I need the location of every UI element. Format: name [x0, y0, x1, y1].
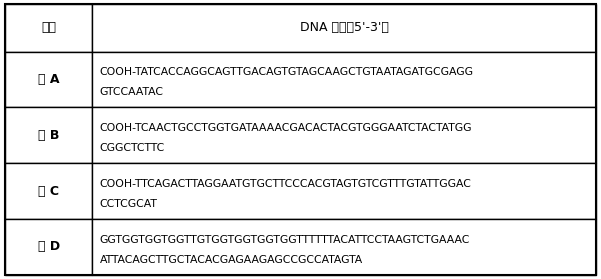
Text: 鈣 C: 鈣 C — [38, 185, 59, 198]
Bar — [93, 219, 596, 275]
Text: COOH-TTCAGACTTAGGAATGTGCTTCCCACGTAGTGTCGTTTGTATTGGAC: COOH-TTCAGACTTAGGAATGTGCTTCCCACGTAGTGTCG… — [100, 179, 471, 189]
Bar — [5, 4, 93, 52]
Text: DNA 序列（5'-3'）: DNA 序列（5'-3'） — [300, 21, 389, 34]
Bar — [5, 52, 93, 107]
Text: GGTGGTGGTGGTTGTGGTGGTGGTGGTTTTTTACATTCCTAAGTCTGAAAC: GGTGGTGGTGGTTGTGGTGGTGGTGGTTTTTTACATTCCT… — [100, 235, 470, 245]
Text: 鈣 A: 鈣 A — [38, 73, 59, 86]
Bar — [5, 107, 93, 163]
Text: COOH-TCAACTGCCTGGTGATAAAACGACACTACGTGGGAATCTACTATGG: COOH-TCAACTGCCTGGTGATAAAACGACACTACGTGGGA… — [100, 123, 472, 133]
Bar — [93, 52, 596, 107]
Text: COOH-TATCACCAGGCAGTTGACAGTGTAGCAAGCTGTAATAGATGCGAGG: COOH-TATCACCAGGCAGTTGACAGTGTAGCAAGCTGTAA… — [100, 67, 474, 77]
Bar — [93, 163, 596, 219]
Bar — [5, 219, 93, 275]
Text: CGGCTCTTC: CGGCTCTTC — [100, 143, 165, 153]
Bar — [5, 163, 93, 219]
Text: GTCCAATAC: GTCCAATAC — [100, 87, 163, 97]
Text: CCTCGCAT: CCTCGCAT — [100, 199, 157, 209]
Bar — [93, 4, 596, 52]
Bar — [93, 107, 596, 163]
Text: 鈣 D: 鈣 D — [37, 240, 59, 253]
Text: ATTACAGCTTGCTACACGAGAAGAGCCGCCATAGTA: ATTACAGCTTGCTACACGAGAAGAGCCGCCATAGTA — [100, 255, 363, 265]
Text: 名称: 名称 — [41, 21, 56, 34]
Text: 鈣 B: 鈣 B — [38, 129, 59, 142]
